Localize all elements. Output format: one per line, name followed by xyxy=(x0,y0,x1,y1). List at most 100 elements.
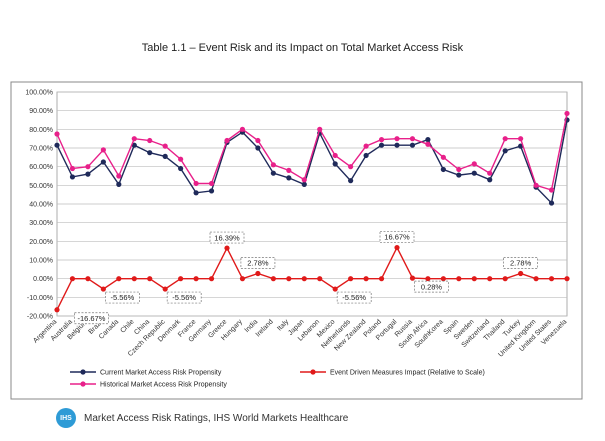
series-point-3 xyxy=(425,276,431,282)
data-label: 2.78% xyxy=(510,259,532,268)
series-point-3 xyxy=(116,276,122,282)
series-point-2 xyxy=(502,136,508,142)
data-label-box xyxy=(336,291,372,304)
series-point-1 xyxy=(162,153,168,159)
series-point-2 xyxy=(564,110,570,117)
y-tick-label: 80.00% xyxy=(29,127,53,134)
y-tick-label: 70.00% xyxy=(29,146,53,153)
series-point-1 xyxy=(332,161,338,167)
series-point-3 xyxy=(239,276,246,282)
series-point-3 xyxy=(533,276,539,282)
series-point-3 xyxy=(208,276,215,282)
series-point-2 xyxy=(301,177,307,183)
series-point-3 xyxy=(255,270,261,277)
series-point-3 xyxy=(224,245,230,251)
series-point-3 xyxy=(100,286,106,292)
series-point-2 xyxy=(162,143,168,149)
series-point-1 xyxy=(502,148,508,154)
series-point-2 xyxy=(239,126,246,132)
series-point-2 xyxy=(286,167,292,173)
series-point-1 xyxy=(286,175,292,181)
series-point-3 xyxy=(286,276,292,282)
series-point-1 xyxy=(378,142,385,148)
series-point-2 xyxy=(208,180,215,187)
data-label: -16.67% xyxy=(77,314,105,323)
y-tick-label: 20.00% xyxy=(29,239,53,246)
series-point-1 xyxy=(193,190,199,196)
series-line-2 xyxy=(56,113,568,191)
series-point-3 xyxy=(332,286,338,292)
y-tick-label: 10.00% xyxy=(29,258,53,265)
series-point-3 xyxy=(440,276,446,282)
series-point-2 xyxy=(487,170,493,176)
series-point-3 xyxy=(518,270,524,277)
source-text: Market Access Risk Ratings, IHS World Ma… xyxy=(84,412,349,424)
series-point-3 xyxy=(378,276,385,282)
series-point-2 xyxy=(178,156,184,162)
data-label-box xyxy=(503,257,538,269)
series-point-3 xyxy=(178,276,184,282)
series-point-2 xyxy=(224,137,230,144)
series-point-1 xyxy=(131,142,137,148)
chart-frame xyxy=(10,81,583,400)
series-point-2 xyxy=(533,182,539,188)
series-point-1 xyxy=(409,142,416,148)
y-tick-label: -10.00% xyxy=(27,295,53,302)
series-point-3 xyxy=(564,276,570,282)
data-label: -5.56% xyxy=(342,293,366,302)
series-point-2 xyxy=(317,126,323,132)
series-point-2 xyxy=(409,136,416,142)
legend-label-2: Historical Market Access Risk Propensity xyxy=(100,382,227,389)
series-point-2 xyxy=(348,164,354,170)
series-point-2 xyxy=(456,166,462,173)
series-point-2 xyxy=(363,143,369,149)
series-point-3 xyxy=(487,276,493,282)
series-point-2 xyxy=(471,161,477,167)
series-point-1 xyxy=(270,170,276,176)
y-tick-label: 0.00% xyxy=(33,276,53,283)
chart-title: Table 1.1 – Event Risk and its Impact on… xyxy=(141,42,464,54)
series-point-1 xyxy=(69,174,76,180)
series-point-1 xyxy=(487,177,493,183)
series-point-1 xyxy=(147,150,153,156)
series-point-1 xyxy=(54,142,60,148)
series-point-2 xyxy=(85,164,91,170)
series-point-1 xyxy=(301,181,307,187)
series-point-2 xyxy=(131,136,137,142)
ihs-logo: IHS xyxy=(56,408,76,428)
series-point-1 xyxy=(394,142,400,148)
series-point-3 xyxy=(69,276,76,282)
data-label-box xyxy=(74,312,109,325)
legend-marker-2 xyxy=(80,381,86,387)
data-label-box xyxy=(240,257,276,269)
series-point-1 xyxy=(348,178,354,184)
series-point-3 xyxy=(456,276,462,282)
series-point-1 xyxy=(116,181,122,187)
data-label-box xyxy=(414,280,449,293)
data-label-box xyxy=(209,231,245,244)
series-point-2 xyxy=(270,162,276,168)
series-point-3 xyxy=(147,276,153,282)
series-point-3 xyxy=(193,276,199,282)
series-point-1 xyxy=(208,188,215,194)
data-label: 16.67% xyxy=(384,233,410,242)
series-point-1 xyxy=(178,165,184,172)
series-point-2 xyxy=(100,147,106,153)
series-point-1 xyxy=(548,200,555,206)
y-tick-label: 50.00% xyxy=(29,183,53,190)
series-point-2 xyxy=(394,136,400,142)
y-tick-label: 30.00% xyxy=(29,220,53,227)
series-line-1 xyxy=(56,119,568,205)
series-point-1 xyxy=(100,159,106,165)
series-point-3 xyxy=(317,276,323,282)
series-point-2 xyxy=(54,131,60,137)
y-tick-label: 60.00% xyxy=(29,164,53,171)
series-point-3 xyxy=(471,276,477,282)
series-point-3 xyxy=(270,276,276,282)
y-tick-label: 100.00% xyxy=(25,90,53,97)
data-label: 2.78% xyxy=(247,259,269,268)
data-label: -5.56% xyxy=(110,293,134,302)
series-point-3 xyxy=(85,276,91,282)
series-point-2 xyxy=(147,137,153,144)
series-point-3 xyxy=(409,275,416,281)
